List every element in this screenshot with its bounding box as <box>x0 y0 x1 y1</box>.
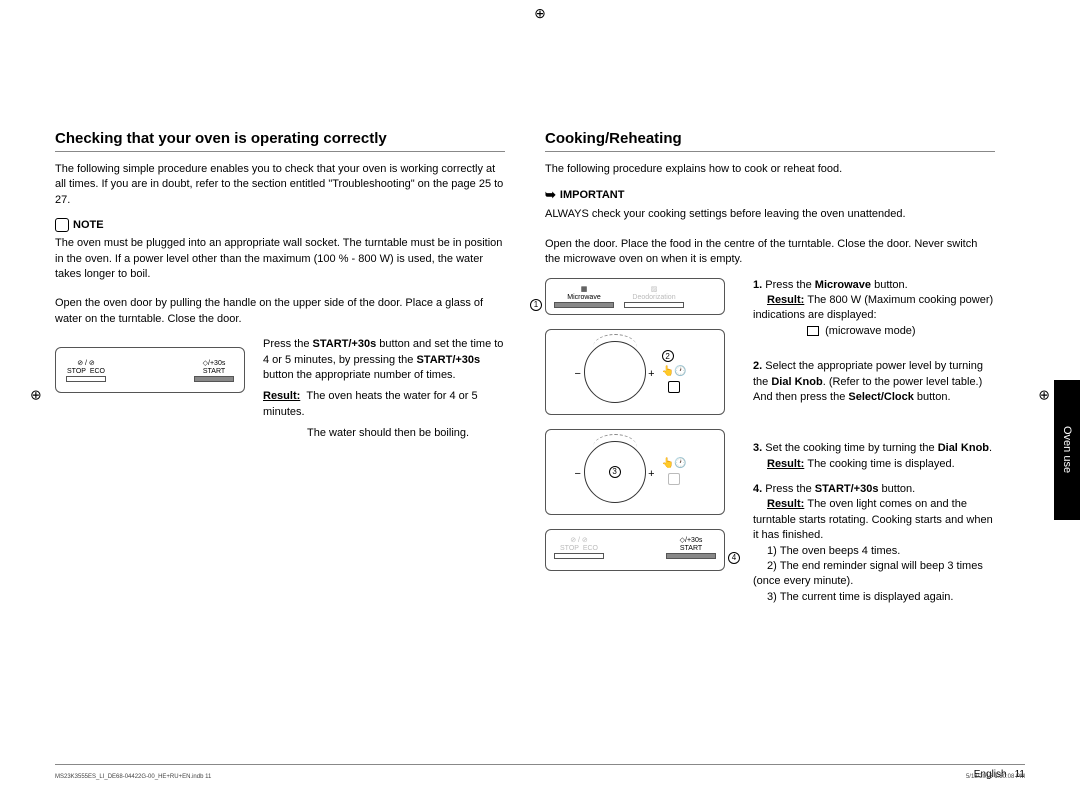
start-button-rect <box>194 376 234 382</box>
left-heading: Checking that your oven is operating cor… <box>55 130 505 152</box>
stop-eco-group: ⊘ / ⊘ STOP ECO <box>66 359 106 382</box>
dial-knob-icon-2: −+ 3 <box>584 441 646 503</box>
select-clock-icons: 2 👆🕐 <box>662 350 687 393</box>
crop-mark-right: ⊕ <box>1038 387 1050 404</box>
illustrations-col: ▦Microwave ▨Deodorization 1 −+ 2 👆🕐 <box>545 278 735 616</box>
step-3: 3. Set the cooking time by turning the D… <box>753 441 995 472</box>
start-icon: ◇/+30s <box>203 359 226 367</box>
left-result: Result: The oven heats the water for 4 o… <box>263 389 505 420</box>
stop-button-rect <box>66 376 106 382</box>
steps-list: 1. Press the Microwave button. Result: T… <box>753 278 995 616</box>
dial-knob-icon: −+ <box>584 341 646 403</box>
step-2: 2. Select the appropriate power level by… <box>753 359 995 405</box>
note-text: The oven must be plugged into an appropr… <box>55 236 505 282</box>
footer-time: 5/18/2016 1:30:08 PM <box>966 774 1025 780</box>
right-intro: The following procedure explains how to … <box>545 162 995 177</box>
note-label: NOTE <box>55 218 505 232</box>
badge-4: 4 <box>728 552 740 564</box>
step-1: 1. Press the Microwave button. Result: T… <box>753 278 995 340</box>
right-body: ▦Microwave ▨Deodorization 1 −+ 2 👆🕐 <box>545 278 995 616</box>
footer-file: MS23K3555ES_LI_DE68-04422G-00_HE+RU+EN.i… <box>55 774 211 780</box>
step-4: 4. Press the START/+30s button. Result: … <box>753 482 995 605</box>
badge-1: 1 <box>530 299 542 311</box>
crop-mark-top: ⊕ <box>534 5 546 22</box>
left-illustration-row: ⊘ / ⊘ STOP ECO ◇/+30s START Press the ST… <box>55 337 505 447</box>
page-content: Checking that your oven is operating cor… <box>55 30 1025 670</box>
panel-microwave: ▦Microwave ▨Deodorization 1 <box>545 278 725 315</box>
crop-mark-left: ⊕ <box>30 387 42 404</box>
left-instr-1: Press the START/+30s button and set the … <box>263 337 505 383</box>
left-result-2: The water should then be boiling. <box>263 426 505 441</box>
start-group: ◇/+30s START <box>194 359 234 382</box>
panel-start-4: ⊘ / ⊘STOP ECO ◇/+30sSTART 4 <box>545 529 725 571</box>
left-instruction: Press the START/+30s button and set the … <box>263 337 505 447</box>
microwave-mode-icon <box>807 326 819 336</box>
important-label: IMPORTANT <box>545 187 995 203</box>
control-panel-illustration: ⊘ / ⊘ STOP ECO ◇/+30s START <box>55 347 245 393</box>
left-column: Checking that your oven is operating cor… <box>55 130 505 670</box>
left-open-text: Open the oven door by pulling the handle… <box>55 296 505 327</box>
left-intro: The following simple procedure enables y… <box>55 162 505 208</box>
stop-eco-labels: STOP ECO <box>67 368 105 375</box>
stop-eco-icons: ⊘ / ⊘ <box>77 359 95 367</box>
important-text: ALWAYS check your cooking settings befor… <box>545 207 995 222</box>
right-heading: Cooking/Reheating <box>545 130 995 152</box>
side-tab-oven-use: Oven use <box>1054 380 1080 520</box>
panel-dial-2: −+ 2 👆🕐 <box>545 329 725 415</box>
right-open-text: Open the door. Place the food in the cen… <box>545 237 995 268</box>
right-column: Cooking/Reheating The following procedur… <box>545 130 995 670</box>
start-label: START <box>203 368 225 375</box>
panel-dial-3: −+ 3 👆🕐 <box>545 429 725 515</box>
